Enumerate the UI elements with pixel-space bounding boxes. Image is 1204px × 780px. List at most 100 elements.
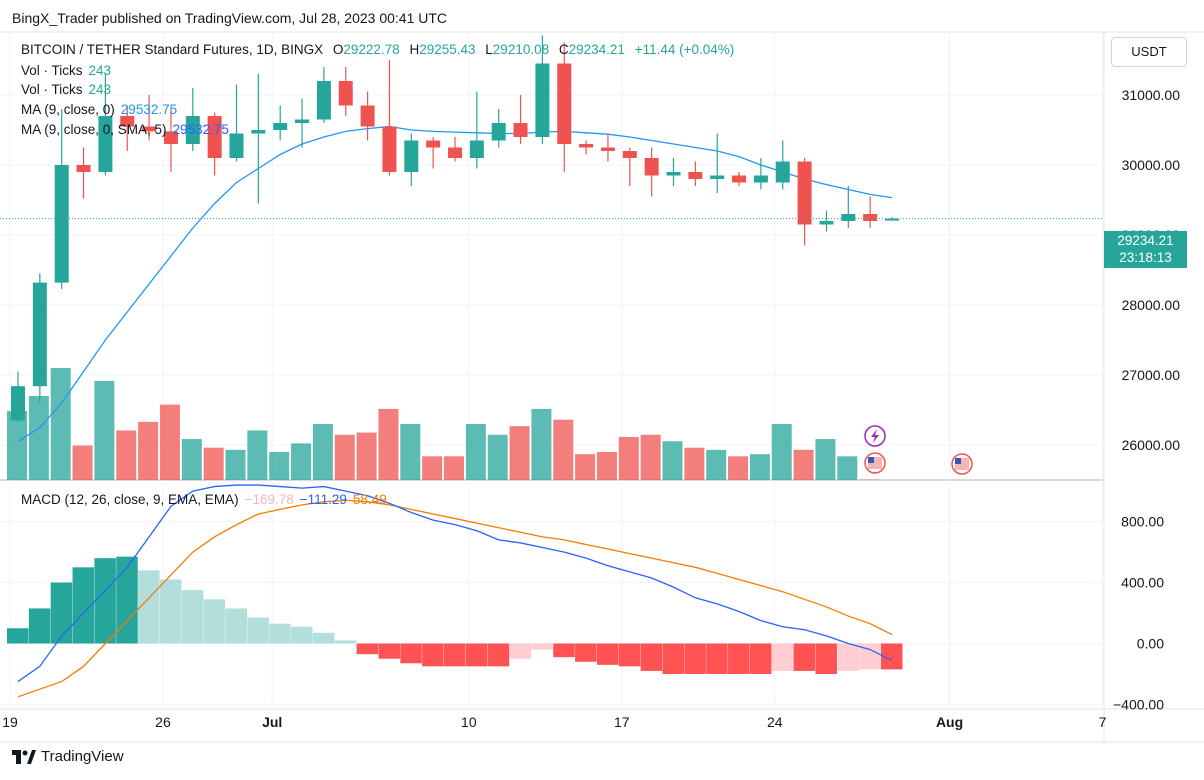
macd-histogram-bar bbox=[596, 643, 619, 665]
volume-bar bbox=[28, 396, 49, 480]
macd-histogram-bar bbox=[706, 643, 728, 674]
ma1-value: 29532.75 bbox=[120, 102, 178, 117]
last-price-tag: 29234.21 23:18:13 bbox=[1104, 231, 1187, 268]
macd-histogram-bar bbox=[356, 643, 379, 655]
time-tick-label: Jul bbox=[262, 714, 282, 730]
volume-bar bbox=[422, 456, 443, 480]
volume-bar bbox=[465, 424, 486, 480]
candle-body bbox=[819, 221, 834, 225]
macd-label: MACD (12, 26, close, 9, EMA, EMA) bbox=[21, 492, 239, 507]
candle-body bbox=[32, 282, 47, 387]
volume-bar bbox=[531, 408, 552, 480]
ma-legend-2[interactable]: MA (9, close, 0, SMA, 5) 29532.75 bbox=[21, 122, 235, 137]
volume-legend-1[interactable]: Vol · Ticks 243 bbox=[21, 63, 117, 78]
macd-histogram-bar bbox=[837, 643, 859, 671]
macd-histogram-bar bbox=[291, 626, 313, 644]
volume-bar bbox=[50, 368, 71, 480]
macd-histogram-bar bbox=[247, 617, 269, 644]
candle-body bbox=[382, 126, 397, 172]
macd-histogram-bar bbox=[749, 643, 772, 674]
macd-histogram-bar bbox=[312, 632, 335, 644]
candle-body bbox=[76, 165, 91, 172]
high-label: H bbox=[409, 42, 420, 57]
candle-body bbox=[11, 386, 25, 421]
close-number: 29234.21 bbox=[568, 42, 625, 57]
volume-legend-2[interactable]: Vol · Ticks 243 bbox=[21, 82, 117, 97]
macd-histogram-bar bbox=[640, 643, 663, 671]
volume-bar bbox=[684, 447, 705, 480]
macd-legend[interactable]: MACD (12, 26, close, 9, EMA, EMA) −169.78… bbox=[21, 492, 393, 507]
published-line: BingX_Trader published on TradingView.co… bbox=[12, 10, 448, 26]
macd-histogram-bar bbox=[771, 643, 794, 671]
time-tick-label: 7 bbox=[1099, 714, 1107, 730]
volume-bar bbox=[618, 436, 639, 480]
candle-body bbox=[185, 116, 200, 144]
tradingview-brand[interactable]: TradingView bbox=[12, 748, 124, 765]
volume-bar bbox=[575, 454, 596, 480]
candle-body bbox=[775, 161, 790, 183]
currency-button[interactable]: USDT bbox=[1111, 37, 1187, 67]
ma-legend-1[interactable]: MA (9, close, 0) 29532.75 bbox=[21, 102, 183, 117]
high-value: H29255.43 bbox=[409, 42, 475, 57]
macd-histogram-bar bbox=[28, 608, 51, 644]
macd-histogram-bar bbox=[531, 643, 553, 650]
lightning-event-icon[interactable] bbox=[864, 425, 886, 447]
time-tick-label: 19 bbox=[2, 714, 18, 730]
volume-bar bbox=[771, 424, 792, 480]
volume-bar bbox=[815, 439, 836, 480]
price-axis-labels: 31000.0030000.0029000.0028000.0027000.00… bbox=[1113, 87, 1180, 712]
low-value: L29210.08 bbox=[485, 42, 549, 57]
macd-line bbox=[17, 484, 893, 683]
volume-bar bbox=[7, 411, 27, 480]
candle-body bbox=[207, 116, 222, 158]
close-value: C29234.21 bbox=[559, 42, 625, 57]
macd-histogram-bar bbox=[487, 643, 510, 667]
macd-histogram-bar bbox=[684, 643, 706, 674]
time-tick-label: 17 bbox=[614, 714, 630, 730]
volume-bar bbox=[509, 426, 530, 480]
us-flag-event-icon[interactable] bbox=[951, 453, 973, 475]
candle-body bbox=[732, 175, 747, 183]
macd-histogram-bar bbox=[181, 590, 204, 644]
candle-body bbox=[404, 140, 419, 172]
low-label: L bbox=[485, 42, 493, 57]
volume-bar bbox=[793, 449, 814, 480]
volume-bar bbox=[356, 432, 377, 480]
candle-body bbox=[54, 165, 69, 283]
macd-histogram-bar bbox=[7, 628, 29, 644]
candle-body bbox=[753, 175, 768, 183]
price-tick-label: 31000.00 bbox=[1122, 87, 1181, 103]
candle-body bbox=[229, 133, 244, 158]
macd-tick-label: 800.00 bbox=[1121, 514, 1164, 530]
candle-body bbox=[688, 172, 703, 179]
symbol-legend[interactable]: BITCOIN / TETHER Standard Futures, 1D, B… bbox=[21, 42, 740, 57]
ma2-value: 29532.75 bbox=[172, 122, 229, 137]
macd-histogram-bar bbox=[444, 643, 466, 667]
volume-bar bbox=[553, 419, 574, 480]
us-flag-event-icon[interactable] bbox=[864, 452, 886, 474]
volume-bar bbox=[837, 456, 858, 480]
time-tick-label: Aug bbox=[936, 714, 963, 730]
candle-body bbox=[98, 116, 113, 172]
vol2-label: Vol · Ticks bbox=[21, 82, 83, 97]
macd-histogram-bar bbox=[378, 643, 400, 659]
macd-histogram-bar bbox=[575, 643, 597, 662]
macd-pane bbox=[7, 484, 903, 698]
candlesticks bbox=[11, 35, 899, 423]
candle-body bbox=[273, 123, 288, 130]
volume-bar bbox=[706, 449, 727, 480]
volume-bar bbox=[334, 434, 355, 480]
vol2-value: 243 bbox=[88, 82, 112, 97]
time-tick-label: 26 bbox=[155, 714, 171, 730]
candle-body bbox=[491, 123, 506, 141]
volume-bar bbox=[291, 443, 312, 480]
ma2-label: MA (9, close, 0, SMA, 5) bbox=[21, 122, 167, 137]
candle-body bbox=[535, 63, 550, 137]
macd-histogram-bar bbox=[334, 640, 357, 644]
tradingview-logo-icon bbox=[12, 749, 36, 764]
candle-body bbox=[579, 144, 594, 148]
high-number: 29255.43 bbox=[419, 42, 476, 57]
close-label: C bbox=[558, 42, 569, 57]
macd-tick-label: −400.00 bbox=[1113, 696, 1164, 712]
